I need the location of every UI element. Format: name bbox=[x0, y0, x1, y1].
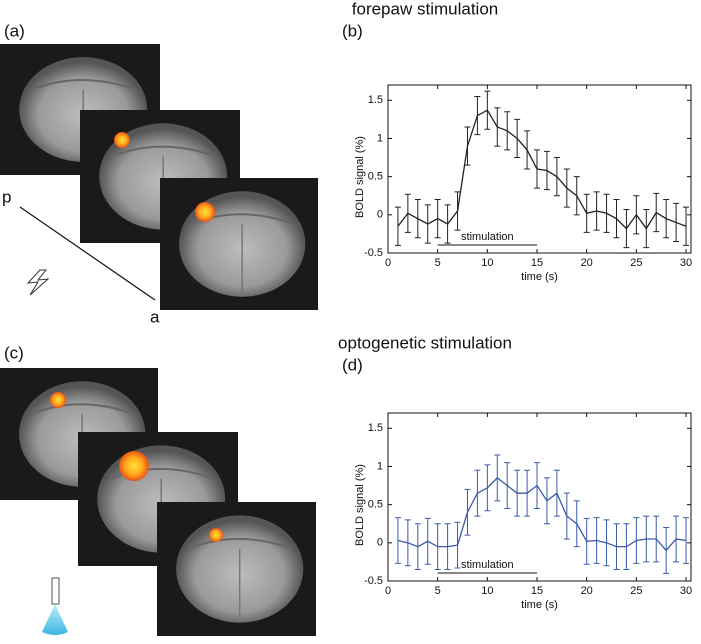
activation bbox=[114, 132, 130, 148]
heading: forepaw stimulation bbox=[352, 0, 498, 18]
brain-fold bbox=[111, 145, 217, 158]
y-tick-label: 0 bbox=[377, 537, 383, 549]
y-axis-label: BOLD signal (%) bbox=[354, 464, 366, 546]
data-line bbox=[397, 109, 687, 230]
axis-line bbox=[19, 206, 156, 301]
y-tick-label: 0 bbox=[377, 209, 383, 221]
panel-label: (a) bbox=[4, 21, 25, 40]
brain-images bbox=[0, 44, 318, 636]
activation bbox=[50, 392, 66, 408]
plot-frame bbox=[387, 412, 692, 582]
data-line bbox=[397, 477, 687, 552]
y-tick-label: -0.5 bbox=[364, 575, 383, 587]
error-bar bbox=[394, 517, 401, 564]
y-tick-label: 0.5 bbox=[368, 171, 383, 183]
annotation: stimulation bbox=[461, 231, 514, 243]
x-tick-label: 25 bbox=[630, 257, 642, 269]
lightning-icon bbox=[26, 269, 50, 296]
x-tick-label: 15 bbox=[531, 585, 543, 597]
panel-label: (b) bbox=[342, 21, 363, 40]
x-tick-label: 20 bbox=[581, 257, 593, 269]
panel-label: (c) bbox=[4, 343, 24, 362]
y-tick-label: 1.5 bbox=[368, 422, 383, 434]
annotation: stimulation bbox=[461, 559, 514, 571]
error-bar bbox=[683, 206, 690, 246]
x-tick-label: 20 bbox=[581, 585, 593, 597]
activation bbox=[195, 202, 215, 222]
axis-marker: a bbox=[150, 307, 160, 326]
x-tick-label: 30 bbox=[680, 257, 692, 269]
y-tick-label: -0.5 bbox=[364, 247, 383, 259]
panel-label: (d) bbox=[342, 355, 363, 374]
x-tick-label: 10 bbox=[481, 257, 493, 269]
brain-fold bbox=[31, 79, 137, 91]
y-tick-label: 1 bbox=[377, 460, 383, 472]
brain-fold bbox=[188, 537, 293, 550]
plot-frame bbox=[387, 84, 692, 254]
x-tick-label: 0 bbox=[385, 257, 391, 269]
y-tick-label: 1 bbox=[377, 132, 383, 144]
x-tick-label: 5 bbox=[435, 257, 441, 269]
activation bbox=[119, 451, 149, 481]
activation bbox=[209, 528, 223, 542]
error-bar bbox=[394, 206, 401, 246]
heading: optogenetic stimulation bbox=[338, 333, 512, 352]
error-bar bbox=[683, 517, 690, 564]
x-tick-label: 5 bbox=[435, 585, 441, 597]
x-tick-label: 0 bbox=[385, 585, 391, 597]
x-axis-label: time (s) bbox=[521, 271, 558, 283]
y-tick-label: 0.5 bbox=[368, 499, 383, 511]
x-tick-label: 30 bbox=[680, 585, 692, 597]
brain-fold bbox=[31, 403, 135, 416]
x-tick-label: 10 bbox=[481, 585, 493, 597]
x-axis-label: time (s) bbox=[521, 599, 558, 611]
brain-fold bbox=[109, 467, 215, 480]
x-tick-label: 25 bbox=[630, 585, 642, 597]
y-axis-label: BOLD signal (%) bbox=[354, 136, 366, 218]
y-tick-label: 1.5 bbox=[368, 94, 383, 106]
light-cone bbox=[42, 604, 68, 635]
x-tick-label: 15 bbox=[531, 257, 543, 269]
fiber-icon bbox=[51, 577, 60, 605]
axis-marker: p bbox=[2, 187, 11, 206]
